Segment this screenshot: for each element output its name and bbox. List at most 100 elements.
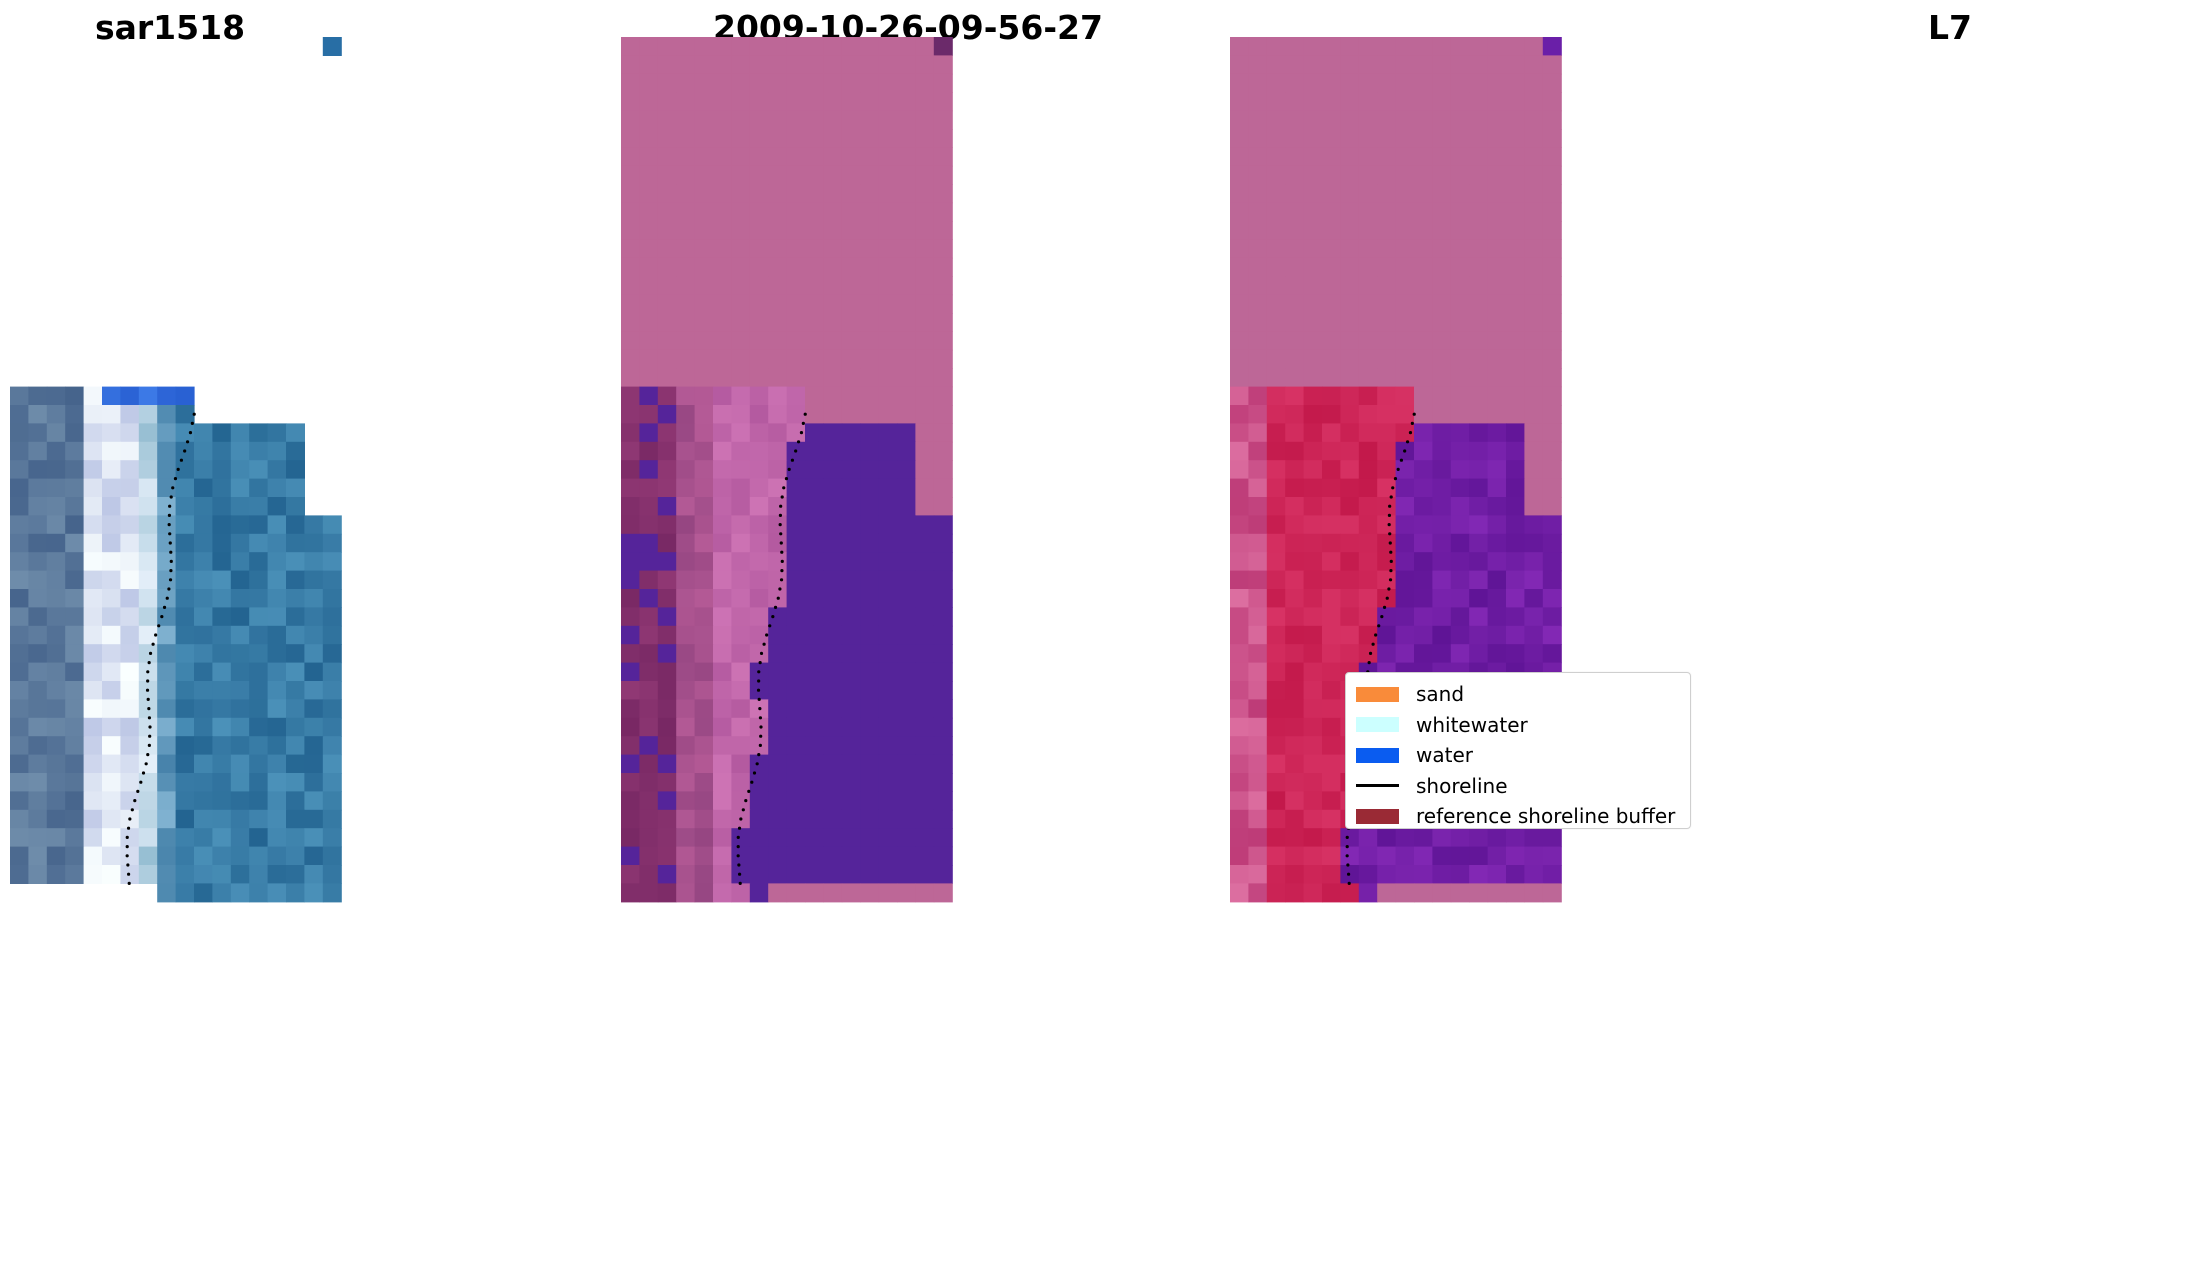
shoreline-point — [1403, 449, 1407, 453]
shoreline-point — [1387, 513, 1392, 518]
shoreline-point — [1412, 412, 1416, 416]
shoreline-point — [796, 440, 801, 444]
shoreline-point — [778, 523, 782, 527]
shoreline-point — [1385, 596, 1389, 600]
shoreline-point — [1367, 661, 1371, 665]
shoreline-point — [1388, 578, 1393, 582]
shoreline-point — [799, 431, 804, 435]
shoreline-point — [168, 532, 172, 536]
shoreline-point — [126, 826, 131, 830]
shoreline-point — [1345, 854, 1349, 858]
shoreline-point — [144, 762, 148, 766]
shoreline-point — [148, 734, 152, 738]
shoreline-point — [1382, 605, 1387, 610]
shoreline-point — [1410, 421, 1414, 425]
shoreline-point — [146, 670, 150, 674]
shoreline-point — [148, 651, 153, 656]
shoreline-point — [759, 725, 763, 729]
shoreline-point — [1368, 651, 1373, 656]
legend-label: whitewater — [1416, 712, 1528, 737]
shoreline-point — [758, 661, 762, 665]
shoreline-point — [758, 707, 762, 711]
shoreline-point — [173, 477, 178, 481]
shoreline-point — [127, 881, 131, 886]
shoreline-point — [1408, 431, 1413, 435]
shoreline-point — [147, 716, 152, 720]
title-rgb: sar1518 — [95, 8, 246, 47]
shoreline-point — [737, 826, 742, 830]
legend-label: reference shoreline buffer — [1416, 804, 1676, 829]
shoreline-point — [1388, 504, 1392, 508]
shoreline-point — [125, 854, 129, 858]
legend-item-shoreline: shoreline — [1356, 771, 1680, 802]
shoreline-point — [1389, 559, 1393, 564]
shoreline-point — [1380, 615, 1384, 619]
legend-line-shoreline — [1356, 784, 1399, 788]
shoreline-point — [1396, 467, 1400, 471]
shoreline-point — [1377, 624, 1381, 628]
legend: sand whitewater water shoreline referenc… — [1345, 672, 1691, 829]
shoreline-point — [757, 753, 761, 757]
legend-label: shoreline — [1416, 773, 1508, 798]
shoreline-point — [1374, 633, 1378, 637]
shoreline-point — [145, 688, 150, 692]
shoreline-point — [179, 458, 184, 462]
shoreline-point — [162, 605, 167, 610]
shoreline-point — [125, 835, 129, 840]
shoreline-point — [1388, 541, 1392, 545]
shoreline-point — [776, 596, 780, 600]
shoreline-point — [779, 541, 783, 545]
shoreline-point — [167, 523, 171, 527]
shoreline-point — [737, 863, 741, 867]
shoreline-point — [759, 734, 763, 738]
shoreline-point — [1346, 863, 1350, 867]
shoreline-point — [130, 808, 134, 812]
shoreline-point — [736, 854, 740, 858]
legend-swatch-reference-buffer — [1356, 808, 1399, 824]
shoreline-point — [752, 771, 757, 775]
shoreline-point — [136, 789, 140, 794]
shoreline-point — [784, 477, 789, 481]
shoreline-point — [1389, 495, 1393, 499]
shoreline-point — [167, 513, 172, 518]
shoreline-point — [1388, 532, 1392, 536]
shoreline-point — [778, 587, 782, 591]
shoreline-point — [157, 624, 161, 628]
shoreline-point — [1371, 642, 1375, 646]
shoreline-point — [188, 431, 193, 435]
shoreline-point — [1389, 550, 1393, 554]
shoreline-point — [147, 707, 151, 711]
shoreline-point — [1405, 440, 1410, 444]
legend-swatch-water — [1356, 747, 1399, 763]
shoreline-point — [758, 743, 762, 748]
shoreline-point — [759, 651, 764, 656]
shoreline-point — [794, 449, 798, 453]
shoreline-point — [165, 596, 169, 600]
shoreline-point — [779, 578, 784, 582]
shoreline-point — [1346, 872, 1351, 876]
shoreline-point — [756, 688, 761, 692]
shoreline-point — [192, 412, 196, 416]
legend-item-water: water — [1356, 740, 1680, 771]
legend-label: water — [1416, 743, 1473, 768]
title-mndwi: L7 — [1928, 8, 1972, 47]
shoreline-point — [747, 789, 751, 794]
shoreline-point — [141, 771, 146, 775]
shoreline-point — [168, 578, 173, 582]
shoreline-point — [779, 532, 783, 536]
classified-image — [621, 37, 953, 903]
shoreline-point — [168, 541, 172, 545]
shoreline-point — [744, 799, 748, 803]
shoreline-point — [190, 421, 194, 425]
shoreline-point — [780, 569, 784, 573]
shoreline-point — [139, 780, 143, 784]
shoreline-point — [758, 716, 763, 720]
shoreline-point — [780, 495, 784, 499]
shoreline-dots — [125, 412, 1416, 886]
shoreline-point — [750, 780, 754, 784]
legend-swatch-sand — [1356, 686, 1399, 702]
shoreline-point — [151, 642, 155, 646]
shoreline-point — [169, 559, 173, 564]
shoreline-point — [787, 467, 791, 471]
